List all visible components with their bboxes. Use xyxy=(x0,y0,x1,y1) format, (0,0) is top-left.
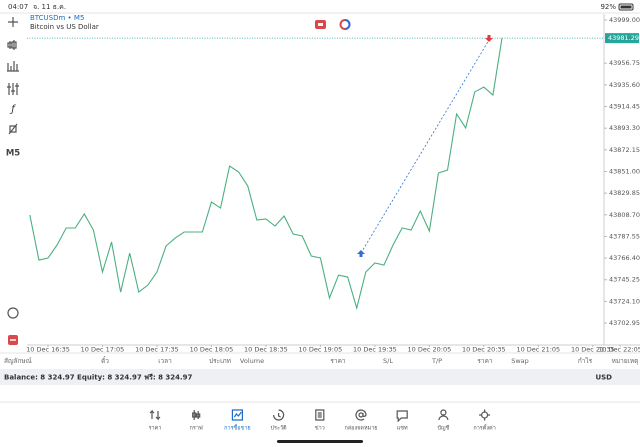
buy-arrow xyxy=(357,250,365,257)
nav-icon[interactable] xyxy=(315,409,325,421)
nav-label[interactable]: ข่าว xyxy=(315,426,325,432)
table-header[interactable]: ราคา xyxy=(477,357,492,365)
quick-tool[interactable] xyxy=(7,307,19,319)
x-tick-label: 10 Dec 19:35 xyxy=(353,346,397,354)
trade-link xyxy=(360,39,490,254)
x-tick-label: 10 Dec 19:05 xyxy=(299,346,343,354)
x-tick-label: 10 Dec 18:35 xyxy=(244,346,288,354)
y-tick-label: 43935.60 xyxy=(609,81,640,89)
status-date: จ. 11 ธ.ค. xyxy=(33,3,66,11)
nav-icon[interactable] xyxy=(273,409,285,421)
nav-label[interactable]: กราฟ xyxy=(190,425,203,432)
y-tick-label: 43999.00 xyxy=(609,16,640,24)
table-header[interactable]: กำไร xyxy=(578,357,593,365)
price-line xyxy=(29,38,503,311)
account-currency: USD xyxy=(595,374,612,382)
table-header[interactable]: T/P xyxy=(431,357,442,365)
x-tick-label: 10 Dec 17:05 xyxy=(81,346,125,354)
nav-label[interactable]: ประวัติ xyxy=(271,425,287,432)
nav-label[interactable]: การซื้อขาย xyxy=(224,424,250,432)
x-tick-label: 10 Dec 20:35 xyxy=(462,346,506,354)
table-header[interactable]: สัญลักษณ์ xyxy=(4,357,32,365)
indicators-tool[interactable] xyxy=(7,61,19,72)
y-tick-label: 43724.10 xyxy=(609,297,640,305)
y-tick-label: 43766.40 xyxy=(609,254,640,262)
x-tick-label: 10 Dec 18:05 xyxy=(190,346,234,354)
chart-subtitle: Bitcoin vs US Dollar xyxy=(30,23,99,31)
table-header[interactable]: ตั๋ว xyxy=(101,356,109,365)
account-summary: Balance: 8 324.97 Equity: 8 324.97 ฟรี: … xyxy=(4,374,193,382)
y-tick-label: 43808.70 xyxy=(609,211,640,219)
y-tick-label: 43914.45 xyxy=(609,103,640,111)
battery-level xyxy=(620,5,632,9)
table-header[interactable]: S/L xyxy=(383,357,393,365)
y-tick-label: 43745.25 xyxy=(609,276,640,284)
table-header[interactable]: เวลา xyxy=(158,357,172,365)
nav-icon[interactable] xyxy=(149,409,161,421)
nav-label[interactable]: บัญชี xyxy=(437,425,449,432)
x-tick-label: 10 Dec 16:35 xyxy=(26,346,70,354)
left-toolbar: ƒ M5 xyxy=(6,17,20,345)
x-tick-label: 10 Dec 22:05 xyxy=(598,346,640,354)
x-tick-label: 10 Dec 21:05 xyxy=(516,346,560,354)
crosshair-tool[interactable] xyxy=(8,17,18,27)
nav-icon[interactable] xyxy=(396,410,408,423)
chart-type-tool[interactable] xyxy=(7,40,17,50)
table-header[interactable]: ประเภท xyxy=(209,357,231,365)
nav-icon[interactable] xyxy=(231,409,243,421)
y-tick-label: 43893.30 xyxy=(609,124,640,132)
x-tick-label: 10 Dec 20:05 xyxy=(408,346,452,354)
y-tick-label: 43829.85 xyxy=(609,189,640,197)
function-tool[interactable]: ƒ xyxy=(9,104,16,115)
nav-icon[interactable] xyxy=(355,409,367,421)
nav-label[interactable]: กล่องจดหมาย xyxy=(344,426,377,432)
status-battery: 92% xyxy=(600,3,616,11)
y-tick-label: 43851.00 xyxy=(609,167,640,175)
table-header[interactable]: Swap xyxy=(511,357,529,365)
chart-title: BTCUSDm • M5 xyxy=(30,14,84,22)
home-indicator xyxy=(277,440,363,443)
nav-icon[interactable] xyxy=(438,409,449,421)
nav-label[interactable]: แชท xyxy=(397,425,408,432)
y-tick-label: 43702.95 xyxy=(609,319,640,327)
nav-icon[interactable] xyxy=(192,410,201,420)
settings-tool[interactable] xyxy=(7,83,19,95)
y-tick-label: 43872.15 xyxy=(609,146,640,154)
one-click-icon xyxy=(344,19,351,30)
objects-tool[interactable] xyxy=(8,123,18,135)
x-tick-label: 10 Dec 21:35 xyxy=(571,346,615,354)
nav-label[interactable]: การตั้งค่า xyxy=(473,424,495,432)
status-time: 04:07 xyxy=(8,3,28,11)
nav-icon[interactable] xyxy=(479,409,491,421)
current-price-box xyxy=(605,33,639,44)
plot xyxy=(27,37,604,311)
table-header[interactable]: หมายเหตุ xyxy=(612,357,639,365)
y-tick-label: 43956.75 xyxy=(609,59,640,67)
table-header[interactable]: Volume xyxy=(240,357,264,365)
sell-button-icon xyxy=(318,23,323,26)
timeframe[interactable]: M5 xyxy=(6,149,20,159)
account-bar xyxy=(0,369,640,385)
y-tick-label: 43787.55 xyxy=(609,232,640,240)
table-header[interactable]: ราคา xyxy=(330,357,345,365)
current-price-label: 43981.29 xyxy=(608,34,639,42)
battery-icon xyxy=(618,3,634,11)
nav-label[interactable]: ราคา xyxy=(149,426,162,432)
sell-arrow xyxy=(485,35,493,42)
x-tick-label: 10 Dec 17:35 xyxy=(135,346,179,354)
